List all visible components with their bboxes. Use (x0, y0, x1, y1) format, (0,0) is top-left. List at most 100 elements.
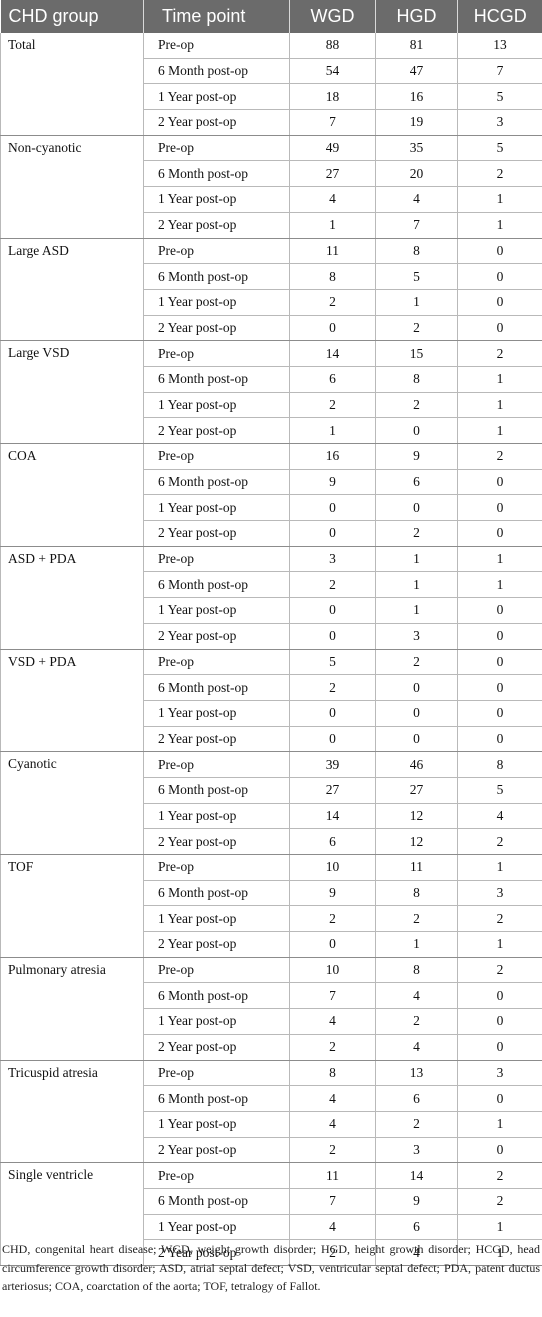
chd-group-cell: Large VSD (0, 340, 144, 444)
wgd-cell: 5 (289, 649, 376, 676)
hcgd-cell: 0 (457, 1008, 542, 1035)
table-row: 2 Year post-op 2 4 0 (1, 1034, 542, 1061)
wgd-cell: 7 (289, 1188, 376, 1215)
hcgd-cell: 2 (457, 340, 542, 367)
hgd-cell: 7 (375, 212, 458, 239)
hcgd-cell: 5 (457, 135, 542, 162)
hgd-cell: 81 (375, 33, 458, 59)
table-row: 6 Month post-op 7 4 0 (1, 982, 542, 1010)
wgd-cell: 2 (289, 1239, 376, 1266)
wgd-cell: 8 (289, 263, 376, 290)
table-row: Non-cyanotic Pre-op 49 35 5 (0, 135, 542, 239)
wgd-cell: 7 (289, 982, 376, 1010)
hgd-cell: 4 (375, 1034, 458, 1061)
hgd-cell: 19 (375, 109, 458, 136)
time-point-cell: 6 Month post-op (143, 880, 290, 907)
hcgd-cell: 4 (457, 803, 542, 830)
time-point-cell: 6 Month post-op (143, 160, 290, 188)
hcgd-cell: 0 (457, 1137, 542, 1164)
wgd-cell: 16 (289, 443, 376, 470)
table-body: Total Pre-op 88 81 13 6 Month post-op 54 47 7 1 Y… (0, 33, 542, 1266)
time-point-cell: Pre-op (143, 1162, 290, 1189)
hcgd-cell: 1 (457, 1214, 542, 1241)
wgd-cell: 0 (289, 315, 376, 342)
table-row: 1 Year post-op 4 4 1 (1, 186, 542, 213)
hcgd-cell: 0 (457, 674, 542, 701)
wgd-cell: 2 (289, 289, 376, 316)
table-row: Large ASD Pre-op 11 8 0 (0, 238, 542, 342)
hcgd-cell: 3 (457, 109, 542, 136)
time-point-cell: 6 Month post-op (143, 263, 290, 290)
table-row: 1 Year post-op 2 1 0 (1, 289, 542, 316)
table-row: TOF Pre-op 10 11 1 (0, 854, 542, 958)
hgd-cell: 0 (375, 674, 458, 701)
table-row: 1 Year post-op 2 2 2 (1, 905, 542, 933)
table-row: 2 Year post-op 1 7 1 (1, 212, 542, 239)
table-row: 2 Year post-op 1 0 1 (1, 417, 542, 444)
wgd-cell: 39 (289, 751, 376, 778)
hgd-cell: 2 (375, 905, 458, 933)
wgd-cell: 3 (289, 546, 376, 573)
wgd-cell: 2 (289, 674, 376, 701)
time-point-cell: 2 Year post-op (143, 828, 290, 855)
hcgd-cell: 0 (457, 982, 542, 1010)
table-row: 2 Year post-op 0 3 0 (1, 623, 542, 650)
hgd-cell: 12 (375, 828, 458, 855)
hcgd-cell: 0 (457, 494, 542, 522)
wgd-cell: 6 (289, 828, 376, 855)
hgd-cell: 9 (375, 443, 458, 470)
chd-group-cell: Large ASD (0, 238, 144, 342)
hcgd-cell: 0 (457, 469, 542, 496)
table-row: ASD + PDA Pre-op 3 1 1 (0, 546, 542, 650)
hgd-cell: 9 (375, 1188, 458, 1215)
time-point-cell: 1 Year post-op (143, 803, 290, 830)
chd-group-cell: Tricuspid atresia (0, 1060, 144, 1164)
hcgd-cell: 2 (457, 905, 542, 933)
header-hcgd: HCGD (457, 0, 542, 33)
hcgd-cell: 2 (457, 160, 542, 188)
hcgd-cell: 0 (457, 520, 542, 547)
wgd-cell: 1 (289, 417, 376, 444)
table-row: Single ventricle Pre-op 11 14 2 (0, 1162, 542, 1266)
hgd-cell: 35 (375, 135, 458, 162)
hcgd-cell: 3 (457, 880, 542, 907)
time-point-cell: 2 Year post-op (143, 212, 290, 239)
hcgd-cell: 1 (457, 392, 542, 419)
table-row: 1 Year post-op 14 12 4 (1, 803, 542, 830)
time-point-cell: Pre-op (143, 443, 290, 470)
hcgd-cell: 1 (457, 366, 542, 393)
table-row: 2 Year post-op 6 12 2 (1, 828, 542, 855)
table-row: COA Pre-op 16 9 2 (0, 443, 542, 547)
time-point-cell: 1 Year post-op (143, 83, 290, 111)
hcgd-cell: 1 (457, 571, 542, 599)
wgd-cell: 7 (289, 109, 376, 136)
time-point-cell: Pre-op (143, 238, 290, 265)
wgd-cell: 0 (289, 597, 376, 624)
time-point-cell: Pre-op (143, 1060, 290, 1087)
chd-group-cell: Pulmonary atresia (0, 957, 144, 1061)
table-row: 1 Year post-op 2 2 1 (1, 392, 542, 419)
table-row: 6 Month post-op 8 5 0 (1, 263, 542, 290)
hgd-cell: 13 (375, 1060, 458, 1087)
hgd-cell: 3 (375, 1137, 458, 1164)
time-point-cell: 6 Month post-op (143, 469, 290, 496)
hgd-cell: 1 (375, 289, 458, 316)
time-point-cell: 1 Year post-op (143, 494, 290, 522)
hcgd-cell: 2 (457, 828, 542, 855)
table-row: 2 Year post-op 2 3 0 (1, 1137, 542, 1164)
hgd-cell: 8 (375, 366, 458, 393)
hgd-cell: 2 (375, 520, 458, 547)
time-point-cell: 2 Year post-op (143, 109, 290, 136)
table-row: 1 Year post-op 0 0 0 (1, 494, 542, 522)
time-point-cell: 6 Month post-op (143, 571, 290, 599)
time-point-cell: Pre-op (143, 957, 290, 984)
table-row: Pulmonary atresia Pre-op 10 8 2 (0, 957, 542, 1061)
table-row: 2 Year post-op 0 0 0 (1, 726, 542, 753)
table-row: Large VSD Pre-op 14 15 2 (0, 340, 542, 444)
hcgd-cell: 2 (457, 1162, 542, 1189)
wgd-cell: 88 (289, 33, 376, 59)
wgd-cell: 0 (289, 931, 376, 958)
hcgd-cell: 1 (457, 186, 542, 213)
hgd-cell: 8 (375, 957, 458, 984)
time-point-cell: 6 Month post-op (143, 58, 290, 85)
